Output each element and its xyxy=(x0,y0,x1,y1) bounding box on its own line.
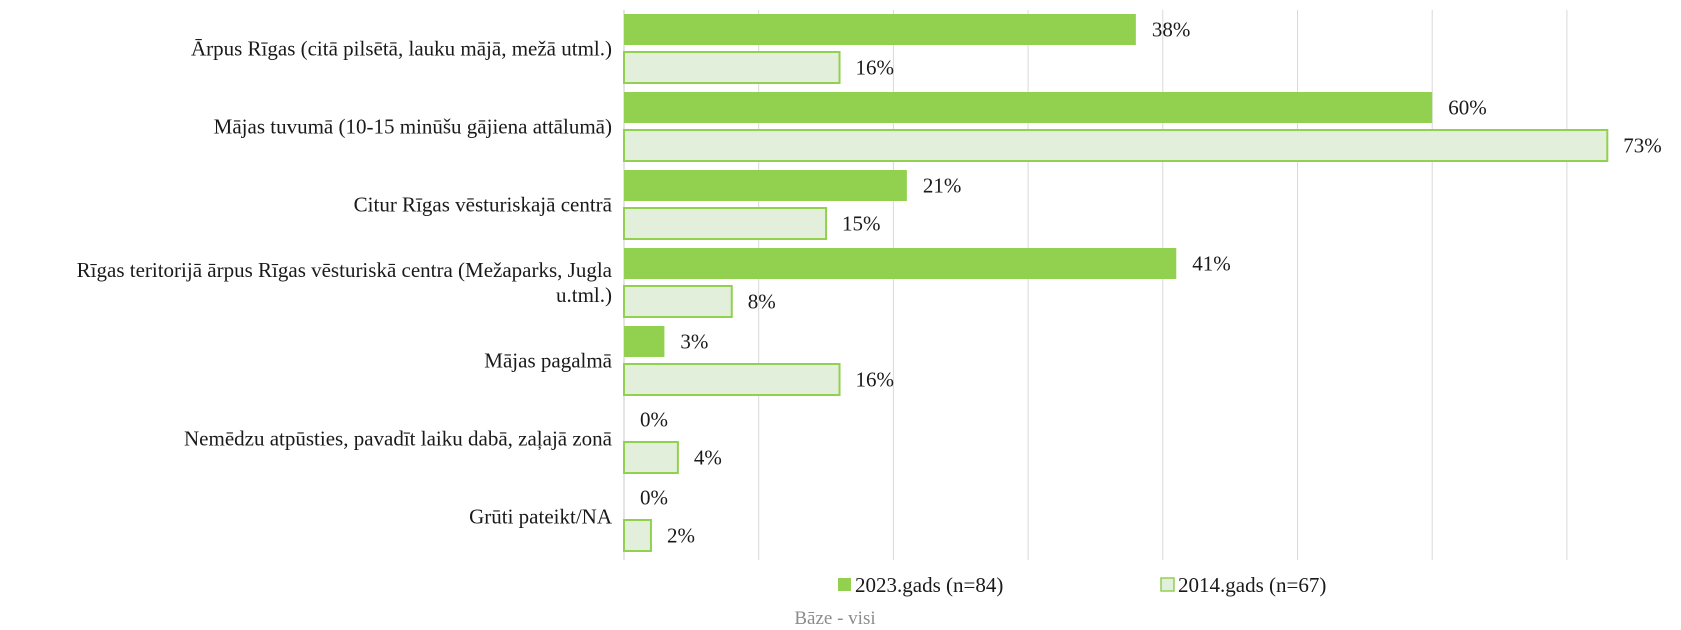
bar-2023 xyxy=(624,248,1177,279)
bar-2023 xyxy=(624,170,907,201)
value-labels: 38% 16% 60% 73% 21% 15% 41% 8% 3% 16% 0% 4% 0% 2% xyxy=(640,18,1662,548)
bar-2023 xyxy=(624,92,1433,123)
value-label: 73% xyxy=(1623,134,1662,158)
bar-2014 xyxy=(623,51,841,84)
bar-2014 xyxy=(623,285,733,318)
value-label: 15% xyxy=(842,212,881,236)
category-label: Ārpus Rīgas (citā pilsētā, lauku mājā, m… xyxy=(191,37,612,61)
category-labels: Ārpus Rīgas (citā pilsētā, lauku mājā, m… xyxy=(77,37,613,529)
bar-2023 xyxy=(624,326,665,357)
bar-2014 xyxy=(623,441,679,474)
bar-2014 xyxy=(623,207,828,240)
category-label: Grūti pateikt/NA xyxy=(469,505,613,529)
value-label: 38% xyxy=(1152,18,1191,42)
value-label: 4% xyxy=(694,446,722,470)
value-label: 0% xyxy=(640,408,668,432)
bar-2014 xyxy=(623,129,1609,162)
value-label: 16% xyxy=(856,56,895,80)
legend: 2023.gads (n=84) 2014.gads (n=67) xyxy=(838,573,1326,597)
value-label: 21% xyxy=(923,174,962,198)
bar-2023 xyxy=(624,14,1136,45)
value-label: 16% xyxy=(856,368,895,392)
value-label: 0% xyxy=(640,486,668,510)
category-label: Mājas tuvumā (10-15 minūšu gājiena attāl… xyxy=(214,115,612,139)
legend-label-2023: 2023.gads (n=84) xyxy=(855,573,1003,597)
legend-swatch-2023 xyxy=(838,578,851,591)
category-label: Mājas pagalmā xyxy=(484,349,612,373)
base-footnote: Bāze - visi xyxy=(794,608,875,629)
category-label: Rīgas teritorijā ārpus Rīgas vēsturiskā … xyxy=(77,258,613,307)
legend-label-2014: 2014.gads (n=67) xyxy=(1178,573,1326,597)
category-label: Citur Rīgas vēsturiskajā centrā xyxy=(354,193,613,217)
legend-swatch-2014 xyxy=(1160,577,1175,592)
category-label: Nemēdzu atpūsties, pavadīt laiku dabā, z… xyxy=(184,427,613,451)
bars xyxy=(623,14,1609,552)
value-label: 8% xyxy=(748,290,776,314)
value-label: 60% xyxy=(1448,96,1487,120)
bar-2014 xyxy=(623,363,841,396)
value-label: 41% xyxy=(1192,252,1231,276)
bar-2014 xyxy=(623,519,652,552)
value-label: 2% xyxy=(667,524,695,548)
value-label: 3% xyxy=(680,330,708,354)
